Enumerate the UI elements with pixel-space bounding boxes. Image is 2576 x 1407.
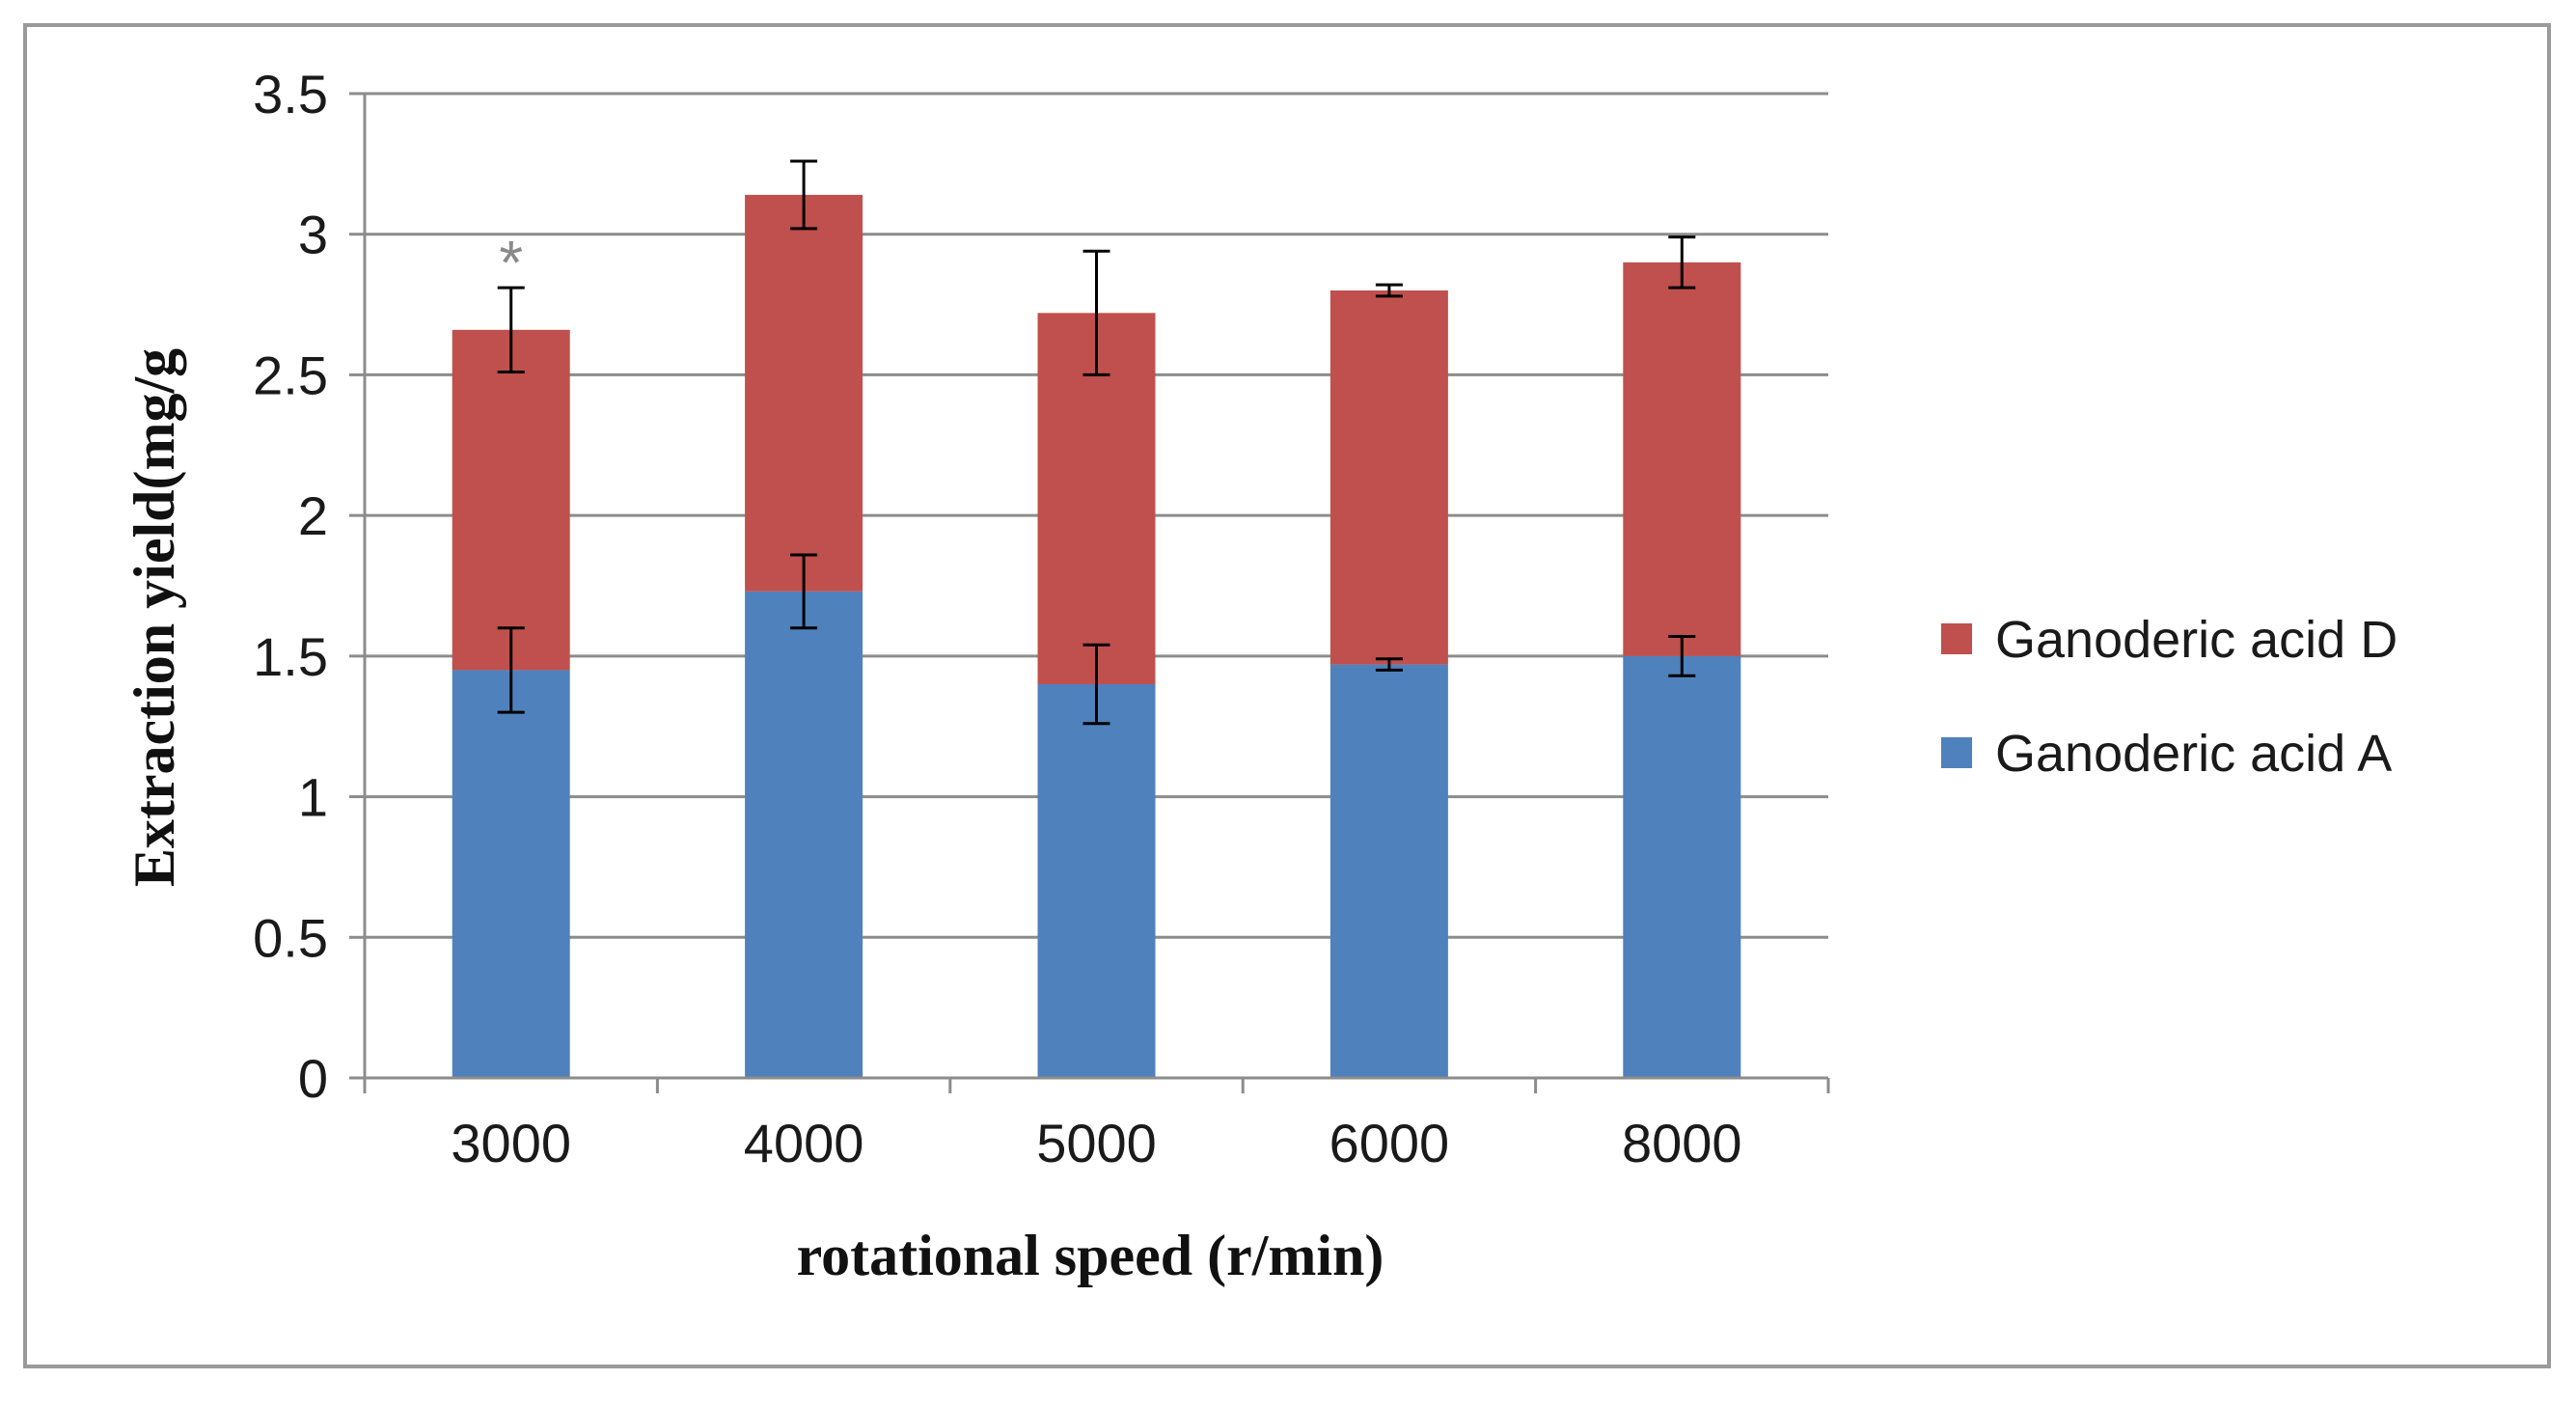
- bar-ganoderic-acid-d: [1623, 262, 1741, 656]
- y-axis-title: Extraction yield(mg/g: [123, 348, 186, 887]
- y-tick-label: 3: [298, 205, 328, 265]
- error-bar: [1668, 634, 1696, 677]
- significance-marker: *: [499, 228, 523, 297]
- x-tick-label: 4000: [744, 1113, 864, 1173]
- legend-label: Ganoderic acid D: [1995, 611, 2398, 669]
- error-bar: [1082, 643, 1110, 726]
- y-tick-label: 0.5: [253, 907, 328, 968]
- x-tick-label: 6000: [1329, 1113, 1450, 1173]
- error-bar: [497, 626, 525, 714]
- axes: [349, 92, 1830, 1093]
- error-bar: [1375, 657, 1403, 672]
- bar-ganoderic-acid-a: [452, 670, 570, 1078]
- annotations: *: [499, 228, 523, 297]
- error-bar: [790, 159, 818, 231]
- x-tick-label: 3000: [451, 1113, 571, 1173]
- y-tick-label: 0: [298, 1048, 328, 1109]
- y-tick-label: 2: [298, 485, 328, 546]
- x-tick-label: 5000: [1036, 1113, 1157, 1173]
- error-bars: [497, 159, 1696, 726]
- y-tick-label: 1.5: [253, 626, 328, 687]
- y-tick-labels: 0 0.5 1 1.5 2 2.5 3 3.5: [253, 64, 328, 1109]
- y-tick-label: 1: [298, 767, 328, 828]
- bar-ganoderic-acid-a: [745, 591, 863, 1078]
- bar-ganoderic-acid-d: [745, 194, 863, 592]
- bar-ganoderic-acid-d: [1329, 290, 1448, 665]
- error-bar: [497, 286, 525, 374]
- bar-ganoderic-acid-d: [452, 329, 570, 671]
- bar-ganoderic-acid-a: [1037, 684, 1156, 1078]
- legend-label: Ganoderic acid A: [1995, 725, 2392, 783]
- error-bar: [790, 553, 818, 630]
- bar-ganoderic-acid-a: [1329, 664, 1448, 1078]
- legend-swatch: [1941, 623, 1972, 654]
- error-bar: [1668, 235, 1696, 290]
- y-tick-label: 2.5: [253, 345, 328, 405]
- error-bar: [1375, 283, 1403, 298]
- x-tick-labels: 3000 4000 5000 6000 8000: [451, 1113, 1741, 1173]
- legend: Ganoderic acid D Ganoderic acid A: [1941, 611, 2398, 783]
- x-axis-title: rotational speed (r/min): [797, 1224, 1384, 1287]
- error-bar: [1082, 249, 1110, 376]
- bars: [452, 194, 1741, 1078]
- bar-ganoderic-acid-a: [1623, 655, 1741, 1078]
- x-tick-label: 8000: [1622, 1113, 1742, 1173]
- figure-frame: [23, 23, 2551, 1368]
- y-tick-label: 3.5: [253, 64, 328, 124]
- legend-swatch: [1941, 737, 1972, 768]
